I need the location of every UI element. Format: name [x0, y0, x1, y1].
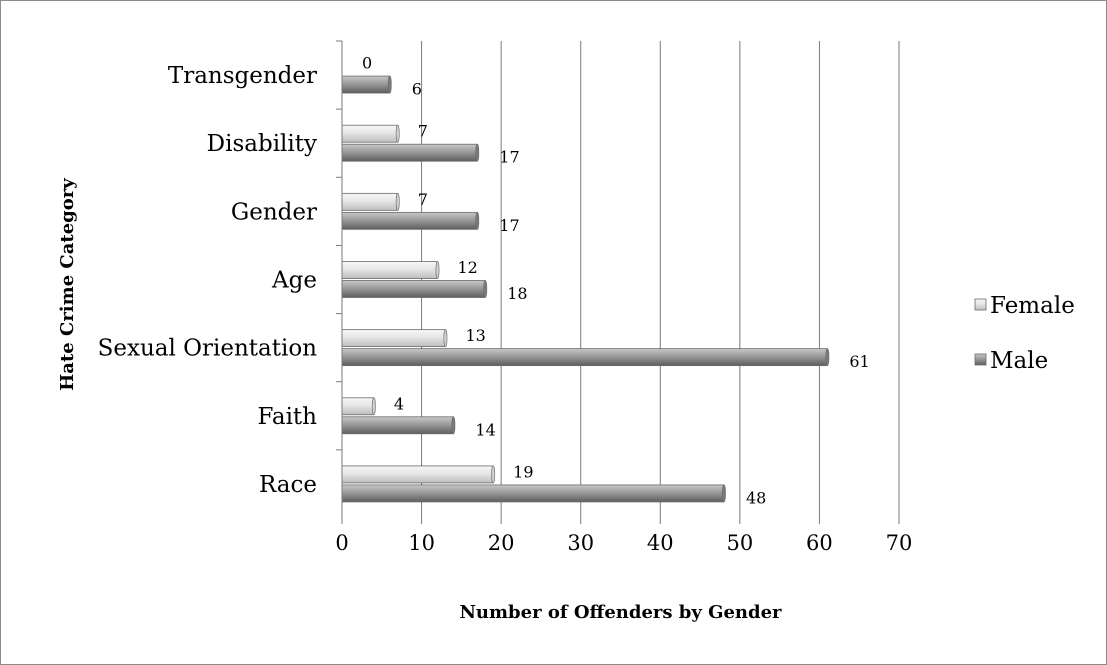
- data-label-female: 19: [513, 462, 533, 481]
- bar-cap-male: [387, 75, 392, 94]
- bar-cap-male: [825, 348, 830, 366]
- data-label-male: 61: [849, 352, 869, 371]
- category-label: Faith: [257, 404, 317, 430]
- category-label: Disability: [207, 131, 317, 157]
- bar-cap-male: [475, 143, 480, 162]
- bar-cap-female: [395, 124, 400, 143]
- data-label-male: 18: [507, 284, 527, 303]
- bar-male: [341, 143, 478, 162]
- legend-label-male: Male: [990, 348, 1048, 374]
- data-label-male: 17: [499, 216, 519, 235]
- data-label-female: 7: [418, 190, 428, 209]
- y-axis-title: Hate Crime Category: [57, 178, 78, 391]
- bar-male: [341, 416, 454, 435]
- legend-swatch-male: [974, 353, 987, 366]
- x-tick-label: 40: [647, 531, 674, 555]
- category-label: Transgender: [168, 63, 317, 89]
- legend-label-female: Female: [990, 293, 1075, 319]
- category-label: Age: [271, 268, 317, 294]
- bar-male: [341, 348, 828, 367]
- bars: [341, 57, 830, 503]
- bar-female: [341, 192, 399, 211]
- bar-female: [341, 124, 399, 143]
- category-label: Sexual Orientation: [98, 336, 318, 362]
- bar-male: [341, 211, 478, 230]
- x-tick-label: 50: [726, 531, 753, 555]
- bar-male: [341, 484, 725, 503]
- category-label: Race: [259, 472, 317, 498]
- bar-cap-female: [395, 193, 400, 211]
- data-label-female: 7: [418, 122, 428, 141]
- data-label-male: 6: [412, 80, 422, 99]
- legend-swatch-female: [974, 298, 987, 311]
- x-axis-title: Number of Offenders by Gender: [459, 602, 782, 623]
- legend: Female Male: [974, 293, 1075, 374]
- gridlines: [421, 41, 900, 518]
- bar-cap-male: [483, 280, 488, 298]
- bar-male: [341, 75, 391, 94]
- data-label-male: 14: [475, 420, 495, 439]
- bar-female: [341, 329, 446, 348]
- bar-cap-female: [435, 261, 440, 279]
- data-label-female: 12: [457, 258, 477, 277]
- x-tick-label: 10: [408, 531, 435, 555]
- x-tick-label: 70: [886, 531, 913, 555]
- bar-cap-female: [491, 465, 496, 484]
- data-label-female: 13: [465, 326, 485, 345]
- bar-cap-female: [443, 329, 448, 347]
- bar-cap-male: [475, 212, 480, 230]
- data-label-female: 0: [362, 54, 372, 73]
- x-tick-label: 30: [567, 531, 594, 555]
- bar-male: [341, 280, 486, 298]
- axis: 0 10 20 30 40 50 60 70: [335, 40, 913, 555]
- category-label: Gender: [231, 199, 317, 225]
- bar-cap-male: [722, 484, 726, 503]
- x-tick-label: 20: [488, 531, 515, 555]
- data-label-male: 17: [499, 148, 519, 167]
- bar-cap-male: [451, 416, 456, 435]
- bar-female: [341, 465, 494, 484]
- bar-female: [341, 261, 438, 279]
- labels: Transgender 0 6 Disability 7 17 Gender 7 17 Age 12…: [98, 54, 870, 508]
- bar-female: [341, 397, 375, 416]
- x-tick-label: 60: [806, 531, 833, 555]
- data-label-female: 4: [394, 394, 404, 413]
- data-label-male: 48: [746, 488, 766, 507]
- bar-cap-female: [371, 397, 376, 416]
- x-tick-label: 0: [335, 531, 348, 555]
